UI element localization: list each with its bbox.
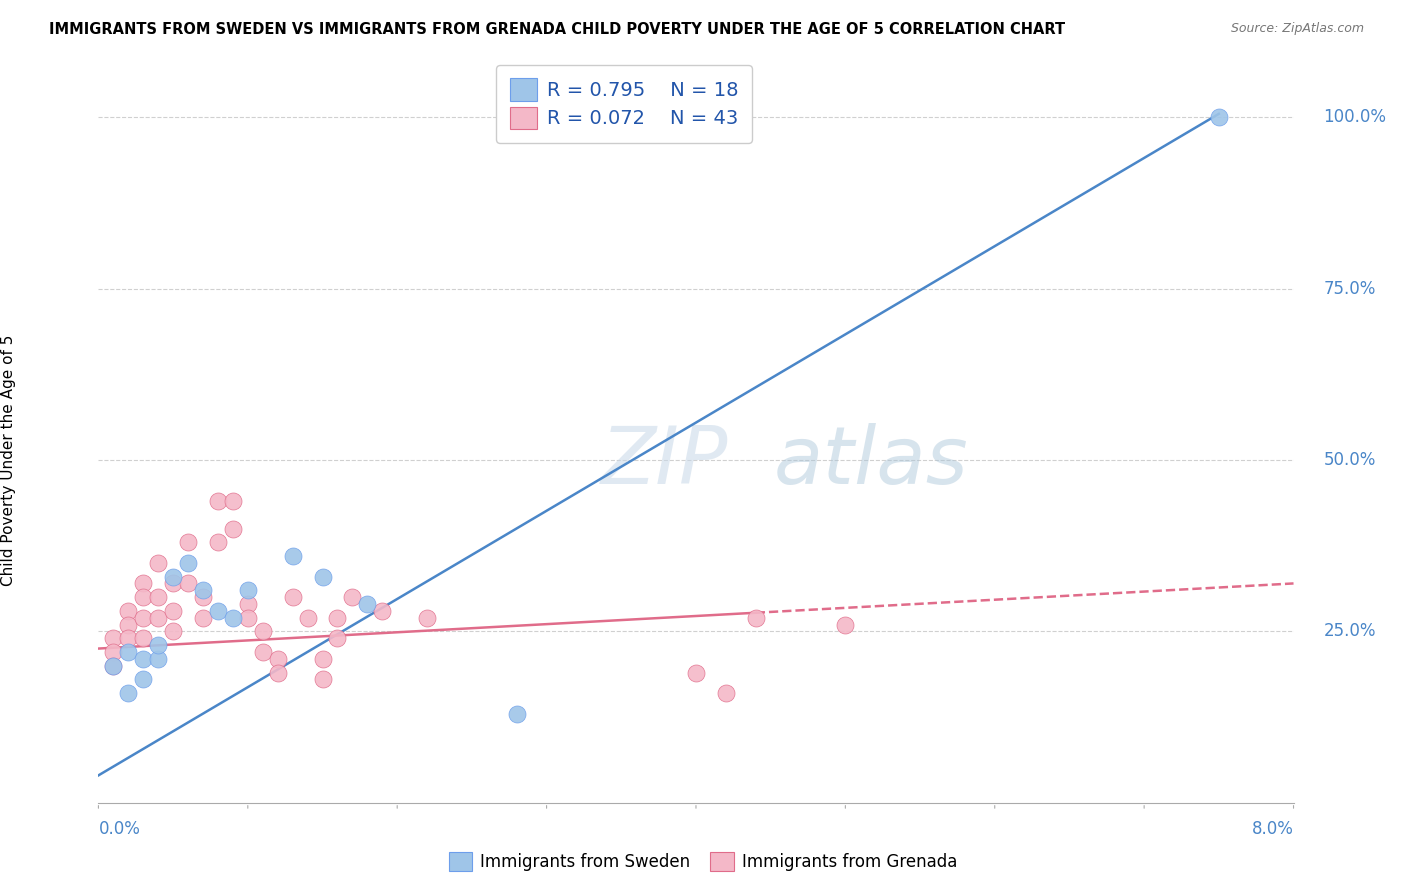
Text: Source: ZipAtlas.com: Source: ZipAtlas.com bbox=[1230, 22, 1364, 36]
Point bbox=[207, 604, 229, 618]
Point bbox=[117, 632, 139, 646]
Text: 100.0%: 100.0% bbox=[1323, 108, 1386, 127]
Text: Child Poverty Under the Age of 5: Child Poverty Under the Age of 5 bbox=[1, 334, 17, 586]
Point bbox=[326, 632, 349, 646]
Point bbox=[1208, 110, 1230, 124]
Point bbox=[834, 617, 856, 632]
Point bbox=[117, 645, 139, 659]
Point bbox=[342, 590, 364, 604]
Point bbox=[132, 610, 155, 624]
Point bbox=[103, 645, 125, 659]
Point bbox=[371, 604, 394, 618]
Point bbox=[191, 590, 214, 604]
Point bbox=[148, 652, 170, 666]
Point bbox=[177, 556, 200, 570]
Point bbox=[745, 610, 768, 624]
Point bbox=[177, 576, 200, 591]
Point bbox=[132, 576, 155, 591]
Legend: R = 0.795    N = 18, R = 0.072    N = 43: R = 0.795 N = 18, R = 0.072 N = 43 bbox=[496, 65, 752, 143]
Point bbox=[132, 673, 155, 687]
Point bbox=[162, 569, 184, 583]
Point bbox=[236, 610, 259, 624]
Point bbox=[311, 652, 333, 666]
Text: 50.0%: 50.0% bbox=[1323, 451, 1376, 469]
Point bbox=[103, 658, 125, 673]
Point bbox=[191, 583, 214, 598]
Text: 8.0%: 8.0% bbox=[1251, 820, 1294, 838]
Point bbox=[252, 645, 274, 659]
Point bbox=[117, 686, 139, 700]
Point bbox=[162, 576, 184, 591]
Point bbox=[252, 624, 274, 639]
Point bbox=[148, 556, 170, 570]
Point bbox=[103, 658, 125, 673]
Point bbox=[162, 604, 184, 618]
Point bbox=[281, 549, 304, 563]
Point bbox=[297, 610, 319, 624]
Point bbox=[207, 535, 229, 549]
Point bbox=[506, 706, 529, 721]
Text: atlas: atlas bbox=[773, 423, 969, 501]
Text: 0.0%: 0.0% bbox=[98, 820, 141, 838]
Point bbox=[177, 535, 200, 549]
Point bbox=[267, 652, 290, 666]
Point bbox=[311, 673, 333, 687]
Point bbox=[356, 597, 378, 611]
Point bbox=[117, 617, 139, 632]
Point bbox=[191, 610, 214, 624]
Point bbox=[222, 494, 245, 508]
Point bbox=[103, 632, 125, 646]
Point bbox=[236, 583, 259, 598]
Point bbox=[281, 590, 304, 604]
Text: IMMIGRANTS FROM SWEDEN VS IMMIGRANTS FROM GRENADA CHILD POVERTY UNDER THE AGE OF: IMMIGRANTS FROM SWEDEN VS IMMIGRANTS FRO… bbox=[49, 22, 1066, 37]
Point bbox=[222, 610, 245, 624]
Point bbox=[148, 610, 170, 624]
Point bbox=[416, 610, 439, 624]
Text: 75.0%: 75.0% bbox=[1323, 280, 1376, 298]
Point bbox=[148, 638, 170, 652]
Point bbox=[132, 632, 155, 646]
Point bbox=[685, 665, 707, 680]
Point bbox=[222, 522, 245, 536]
Point bbox=[207, 494, 229, 508]
Point bbox=[117, 604, 139, 618]
Text: 25.0%: 25.0% bbox=[1323, 623, 1376, 640]
Text: ZIP: ZIP bbox=[600, 423, 728, 501]
Point bbox=[132, 590, 155, 604]
Point bbox=[132, 652, 155, 666]
Legend: Immigrants from Sweden, Immigrants from Grenada: Immigrants from Sweden, Immigrants from … bbox=[440, 843, 966, 880]
Point bbox=[311, 569, 333, 583]
Point bbox=[236, 597, 259, 611]
Point bbox=[267, 665, 290, 680]
Point bbox=[326, 610, 349, 624]
Point bbox=[148, 590, 170, 604]
Point bbox=[714, 686, 737, 700]
Point bbox=[162, 624, 184, 639]
